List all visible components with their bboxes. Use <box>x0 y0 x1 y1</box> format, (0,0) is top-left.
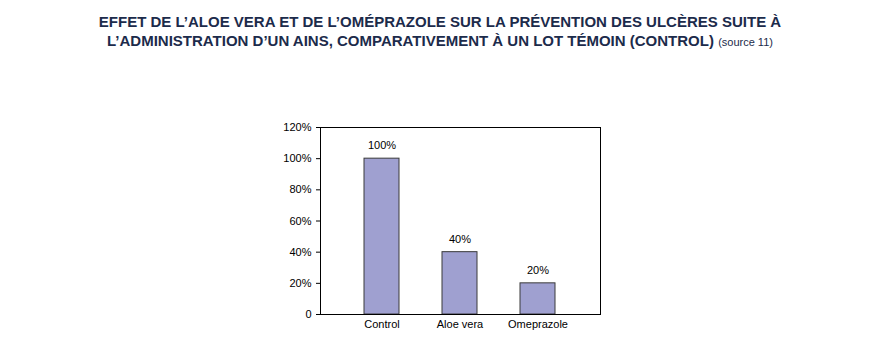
svg-text:Omeprazole: Omeprazole <box>508 318 568 330</box>
svg-text:40%: 40% <box>289 246 311 258</box>
svg-text:60%: 60% <box>289 215 311 227</box>
html-text:EFFET DE L’ALOE VERA ET DE L’O: EFFET DE L’ALOE VERA ET DE L’OMÉPRAZOLE … <box>98 13 782 49</box>
svg-text:20%: 20% <box>289 277 311 289</box>
svg-text:100%: 100% <box>368 139 396 151</box>
svg-text:80%: 80% <box>289 183 311 195</box>
svg-text:20%: 20% <box>527 264 549 276</box>
svg-text:120%: 120% <box>283 121 311 133</box>
svg-text:0: 0 <box>305 308 311 320</box>
svg-text:100%: 100% <box>283 152 311 164</box>
svg-text:Control: Control <box>364 318 399 330</box>
svg-text:Aloe vera: Aloe vera <box>437 318 484 330</box>
svg-text:40%: 40% <box>449 233 471 245</box>
